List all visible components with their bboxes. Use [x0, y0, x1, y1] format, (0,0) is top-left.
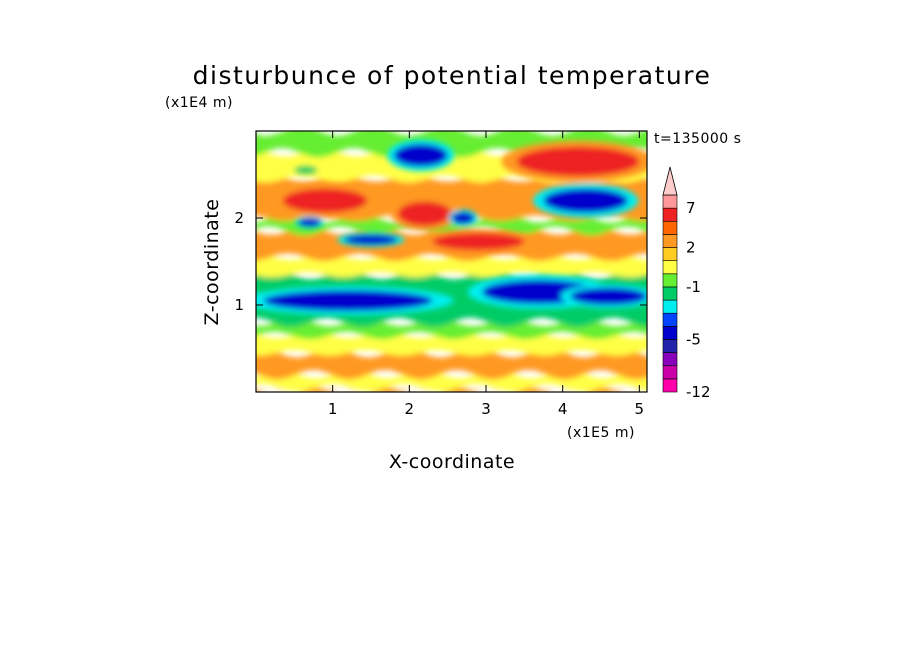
- contour-field: [256, 131, 647, 392]
- colorbar: -12-5-127: [662, 166, 711, 401]
- colorbar-segment: [662, 234, 678, 248]
- colorbar-segment: [662, 339, 678, 353]
- field-cell: [344, 234, 398, 245]
- colorbar-segment: [662, 299, 678, 314]
- field-band: [256, 370, 647, 392]
- colorbar-segment: [662, 312, 678, 327]
- chart-title: disturbunce of potential temperature: [193, 61, 712, 90]
- field-band: [256, 332, 647, 356]
- field-band: [256, 348, 647, 380]
- y-tick-label: 2: [234, 209, 244, 227]
- colorbar-segment: [662, 194, 678, 209]
- field-band: [256, 254, 647, 278]
- y-tick-label: 1: [234, 296, 244, 314]
- field-cell: [298, 218, 322, 227]
- field-cell: [451, 211, 475, 225]
- field-blobs: [256, 139, 647, 316]
- colorbar-label: -12: [686, 383, 711, 401]
- field-cell: [263, 290, 433, 312]
- colorbar-extend-arrow: [662, 166, 678, 196]
- time-stamp: t=135000 s: [654, 131, 741, 147]
- colorbar-segment: [662, 207, 678, 222]
- field-cell: [543, 188, 628, 213]
- field-cell: [282, 188, 368, 213]
- x-tick-label: 4: [558, 400, 568, 418]
- colorbar-label: -5: [686, 330, 701, 348]
- colorbar-segment: [662, 365, 678, 380]
- x-tick-label: 5: [635, 400, 645, 418]
- field-cell: [432, 232, 525, 251]
- y-axis-ticks: 12: [234, 209, 647, 314]
- y-unit-label: (x1E4 m): [165, 95, 233, 111]
- colorbar-segment: [662, 260, 678, 275]
- field-cell: [394, 144, 448, 167]
- field-cell: [516, 146, 640, 177]
- x-tick-label: 3: [481, 400, 491, 418]
- field-cell: [570, 287, 647, 305]
- colorbar-segment: [662, 326, 678, 340]
- colorbar-label: 7: [686, 199, 696, 217]
- colorbar-segment: [662, 247, 678, 261]
- x-tick-label: 2: [405, 400, 415, 418]
- colorbar-segment: [662, 286, 678, 301]
- colorbar-label: -1: [686, 278, 701, 296]
- colorbar-segment: [662, 352, 678, 367]
- field-cell: [397, 201, 452, 226]
- x-axis-ticks: 1 2 3 4 5: [328, 131, 644, 418]
- x-tick-label: 1: [328, 400, 338, 418]
- colorbar-segment: [662, 273, 678, 288]
- colorbar-segment: [662, 220, 678, 235]
- colorbar-label: 2: [686, 239, 696, 257]
- colorbar-segment: [662, 378, 678, 393]
- y-axis-title: Z-coordinate: [201, 199, 223, 326]
- x-axis-title: X-coordinate: [389, 451, 515, 473]
- plot-frame: [255, 130, 648, 393]
- field-cell: [294, 165, 318, 175]
- x-unit-label: (x1E5 m): [567, 425, 635, 441]
